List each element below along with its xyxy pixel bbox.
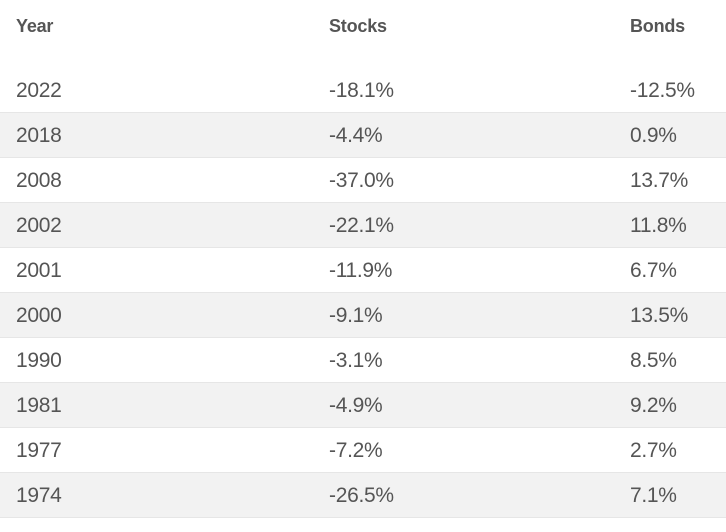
cell-stocks: -7.2% [329, 439, 383, 462]
cell-stocks: -4.4% [329, 124, 383, 147]
table-row: 1977 -7.2% 2.7% [0, 428, 726, 473]
cell-stocks: -3.1% [329, 349, 383, 372]
table-row: 2002 -22.1% 11.8% [0, 203, 726, 248]
cell-stocks: -4.9% [329, 394, 383, 417]
cell-stocks: -18.1% [329, 79, 394, 102]
table-row: 1981 -4.9% 9.2% [0, 383, 726, 428]
cell-year: 2022 [16, 79, 62, 102]
cell-bonds: 0.9% [630, 124, 677, 147]
cell-bonds: 11.8% [630, 214, 687, 237]
table-row: 2022 -18.1% -12.5% [0, 68, 726, 113]
table-row: 1974 -26.5% 7.1% [0, 473, 726, 518]
cell-bonds: 2.7% [630, 439, 677, 462]
table-header: Year Stocks Bonds [0, 0, 726, 56]
cell-year: 2001 [16, 259, 62, 282]
cell-year: 2008 [16, 169, 62, 192]
cell-stocks: -26.5% [329, 484, 394, 507]
header-stocks: Stocks [329, 16, 387, 36]
cell-year: 1974 [16, 484, 62, 507]
cell-year: 2002 [16, 214, 62, 237]
cell-stocks: -37.0% [329, 169, 394, 192]
cell-bonds: 13.7% [630, 169, 689, 192]
table-body: 2022 -18.1% -12.5% 2018 -4.4% 0.9% 2008 … [0, 68, 726, 518]
cell-year: 2000 [16, 304, 62, 327]
header-bonds: Bonds [630, 16, 685, 36]
table-row: 2018 -4.4% 0.9% [0, 113, 726, 158]
cell-bonds: 13.5% [630, 304, 689, 327]
table-row: 2001 -11.9% 6.7% [0, 248, 726, 293]
cell-bonds: 7.1% [630, 484, 677, 507]
header-year: Year [16, 16, 54, 36]
cell-year: 1981 [16, 394, 62, 417]
table-row: 2008 -37.0% 13.7% [0, 158, 726, 203]
cell-year: 1990 [16, 349, 62, 372]
table-row: 2000 -9.1% 13.5% [0, 293, 726, 338]
cell-stocks: -22.1% [329, 214, 394, 237]
cell-year: 2018 [16, 124, 62, 147]
cell-bonds: -12.5% [630, 79, 695, 102]
cell-bonds: 8.5% [630, 349, 677, 372]
cell-bonds: 9.2% [630, 394, 677, 417]
cell-bonds: 6.7% [630, 259, 677, 282]
table-row: 1990 -3.1% 8.5% [0, 338, 726, 383]
cell-year: 1977 [16, 439, 62, 462]
cell-stocks: -11.9% [329, 259, 393, 282]
cell-stocks: -9.1% [329, 304, 383, 327]
